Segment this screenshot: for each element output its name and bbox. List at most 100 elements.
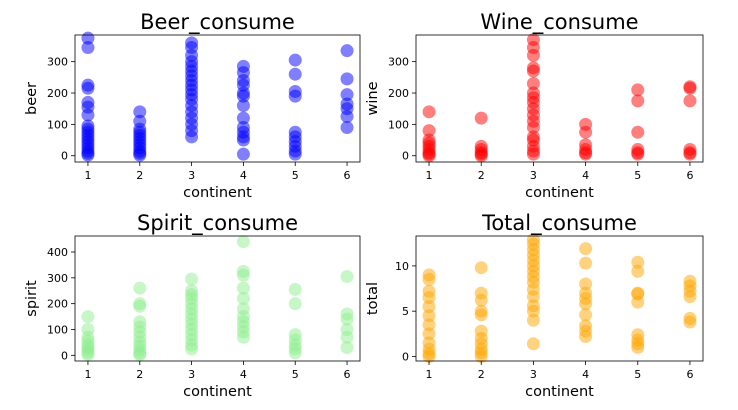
axes-frame [74,34,361,163]
data-point [579,242,593,256]
data-point [236,147,250,161]
data-point [340,44,354,58]
data-point [422,318,436,332]
data-point [81,41,95,55]
x-axis-label: continent [525,185,594,201]
y-tick-label: 200 [47,298,68,311]
x-tick-label: 5 [292,368,299,381]
data-point [474,293,488,307]
data-point [683,315,697,329]
data-point [474,111,488,125]
y-tick-label: 400 [47,246,68,259]
data-point [185,272,199,286]
x-tick-label: 4 [240,368,247,381]
data-point [683,94,697,108]
data-point [340,341,354,355]
chart-panel-4: 1 2 3 4 5 6 0 5 10 Total_consume continent total [365,211,704,400]
y-tick-label: 0 [61,349,68,362]
y-tick-label: 200 [388,87,409,100]
data-point [340,312,354,326]
data-point [288,297,302,311]
data-point [236,89,250,103]
data-point [579,308,593,322]
data-point [422,272,436,286]
x-tick-label: 4 [240,169,247,182]
data-point [236,99,250,113]
data-point [526,77,540,91]
data-point [288,346,302,360]
y-tick-label: 100 [388,118,409,131]
chart-title: Spirit_consume [137,211,298,236]
data-point [579,147,593,161]
x-tick-label: 6 [344,169,351,182]
x-tick-label: 3 [188,169,195,182]
data-point [631,340,645,354]
y-axis-label: beer [24,82,40,115]
x-axis-label: continent [183,384,252,400]
data-point [631,255,645,269]
y-tick-label: 300 [47,272,68,285]
data-point [236,133,250,147]
data-points [81,235,354,362]
x-tick-label: 3 [530,368,537,381]
chart-title: Beer_consume [140,10,295,35]
x-tick-label: 5 [634,169,641,182]
data-points [81,31,354,162]
x-tick-label: 5 [634,368,641,381]
data-point [683,147,697,161]
data-point [133,299,147,313]
y-axis-label: spirit [24,280,40,317]
data-point [422,349,436,363]
data-point [526,64,540,78]
data-point [579,330,593,344]
x-tick-label: 1 [426,169,433,182]
data-point [474,349,488,363]
y-tick-label: 0 [61,150,68,163]
data-point [526,290,540,304]
y-tick-label: 300 [388,56,409,69]
data-point [340,121,354,135]
data-point [422,124,436,138]
x-tick-label: 2 [136,169,143,182]
axes-frame [74,235,361,362]
data-point [526,48,540,62]
data-point [579,256,593,270]
data-point [340,88,354,102]
x-tick-label: 6 [686,169,693,182]
data-point [422,291,436,305]
data-point [526,147,540,161]
data-point [340,110,354,124]
axes-frame [415,34,704,163]
y-axis-label: wine [365,81,381,115]
data-points [422,233,697,363]
data-point [683,81,697,95]
data-point [422,149,436,163]
data-point [236,281,250,295]
data-point [340,270,354,284]
data-point [288,53,302,67]
data-point [474,149,488,163]
data-point [236,292,250,305]
data-points [422,33,697,163]
data-point [236,111,250,125]
data-point [133,105,147,119]
data-point [288,147,302,161]
data-point [526,313,540,327]
y-tick-label: 0 [402,150,409,163]
y-tick-label: 10 [395,260,409,273]
data-point [579,297,593,311]
x-tick-label: 2 [478,169,485,182]
x-tick-label: 3 [530,169,537,182]
y-axis-label: total [365,282,381,315]
data-point [579,277,593,291]
data-point [81,108,95,122]
data-point [185,342,199,356]
axes-frame [415,235,704,362]
y-tick-label: 0 [402,350,409,363]
data-point [236,235,250,249]
data-point [631,295,645,309]
data-point [133,148,147,162]
x-axis-label: continent [183,185,252,201]
data-point [81,310,95,324]
